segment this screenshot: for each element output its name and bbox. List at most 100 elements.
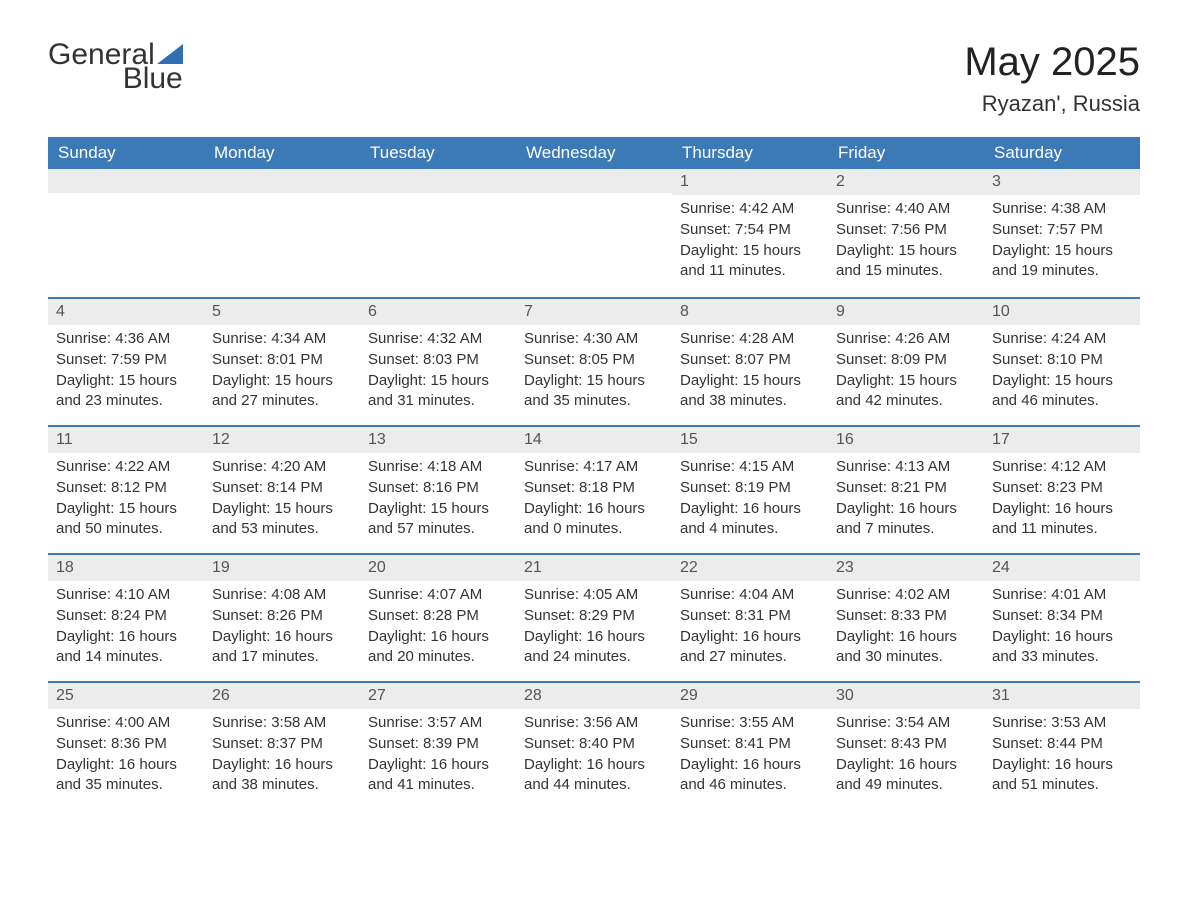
weekday-header: Wednesday: [516, 137, 672, 169]
daylight-line: Daylight: 16 hours and 35 minutes.: [56, 755, 196, 796]
day-details: Sunrise: 3:53 AMSunset: 8:44 PMDaylight:…: [984, 709, 1140, 807]
day-details: Sunrise: 4:40 AMSunset: 7:56 PMDaylight:…: [828, 195, 984, 293]
daylight-line: Daylight: 15 hours and 19 minutes.: [992, 241, 1132, 282]
header: General Blue May 2025 Ryazan', Russia: [48, 40, 1140, 117]
empty-cell: [204, 169, 360, 297]
sunrise-line: Sunrise: 4:30 AM: [524, 329, 664, 349]
day-cell: 22Sunrise: 4:04 AMSunset: 8:31 PMDayligh…: [672, 555, 828, 681]
day-cell: 29Sunrise: 3:55 AMSunset: 8:41 PMDayligh…: [672, 683, 828, 809]
sunset-line: Sunset: 8:14 PM: [212, 478, 352, 498]
weekday-header: Sunday: [48, 137, 204, 169]
day-details: Sunrise: 4:24 AMSunset: 8:10 PMDaylight:…: [984, 325, 1140, 423]
day-number: 9: [828, 299, 984, 325]
daylight-line: Daylight: 16 hours and 17 minutes.: [212, 627, 352, 668]
sunset-line: Sunset: 8:31 PM: [680, 606, 820, 626]
sunset-line: Sunset: 8:24 PM: [56, 606, 196, 626]
day-cell: 31Sunrise: 3:53 AMSunset: 8:44 PMDayligh…: [984, 683, 1140, 809]
sunset-line: Sunset: 8:10 PM: [992, 350, 1132, 370]
daylight-line: Daylight: 15 hours and 11 minutes.: [680, 241, 820, 282]
day-cell: 9Sunrise: 4:26 AMSunset: 8:09 PMDaylight…: [828, 299, 984, 425]
sunset-line: Sunset: 8:18 PM: [524, 478, 664, 498]
daylight-line: Daylight: 16 hours and 38 minutes.: [212, 755, 352, 796]
sunrise-line: Sunrise: 4:02 AM: [836, 585, 976, 605]
day-details: Sunrise: 4:08 AMSunset: 8:26 PMDaylight:…: [204, 581, 360, 679]
day-number: 5: [204, 299, 360, 325]
day-number: 18: [48, 555, 204, 581]
sunset-line: Sunset: 8:07 PM: [680, 350, 820, 370]
day-cell: 26Sunrise: 3:58 AMSunset: 8:37 PMDayligh…: [204, 683, 360, 809]
day-number: 28: [516, 683, 672, 709]
sunset-line: Sunset: 8:40 PM: [524, 734, 664, 754]
day-details: Sunrise: 4:18 AMSunset: 8:16 PMDaylight:…: [360, 453, 516, 551]
day-number: 3: [984, 169, 1140, 195]
day-number: 11: [48, 427, 204, 453]
day-cell: 3Sunrise: 4:38 AMSunset: 7:57 PMDaylight…: [984, 169, 1140, 297]
empty-cell: [48, 169, 204, 297]
day-details: Sunrise: 4:28 AMSunset: 8:07 PMDaylight:…: [672, 325, 828, 423]
sunset-line: Sunset: 8:16 PM: [368, 478, 508, 498]
day-details: Sunrise: 4:36 AMSunset: 7:59 PMDaylight:…: [48, 325, 204, 423]
day-cell: 15Sunrise: 4:15 AMSunset: 8:19 PMDayligh…: [672, 427, 828, 553]
daylight-line: Daylight: 16 hours and 14 minutes.: [56, 627, 196, 668]
week-row: 4Sunrise: 4:36 AMSunset: 7:59 PMDaylight…: [48, 297, 1140, 425]
day-number: 19: [204, 555, 360, 581]
weekday-header: Tuesday: [360, 137, 516, 169]
day-cell: 16Sunrise: 4:13 AMSunset: 8:21 PMDayligh…: [828, 427, 984, 553]
sunrise-line: Sunrise: 3:53 AM: [992, 713, 1132, 733]
day-details: Sunrise: 4:04 AMSunset: 8:31 PMDaylight:…: [672, 581, 828, 679]
day-number: [516, 169, 672, 193]
day-cell: 8Sunrise: 4:28 AMSunset: 8:07 PMDaylight…: [672, 299, 828, 425]
day-cell: 14Sunrise: 4:17 AMSunset: 8:18 PMDayligh…: [516, 427, 672, 553]
sunrise-line: Sunrise: 4:08 AM: [212, 585, 352, 605]
week-row: 18Sunrise: 4:10 AMSunset: 8:24 PMDayligh…: [48, 553, 1140, 681]
day-details: Sunrise: 3:54 AMSunset: 8:43 PMDaylight:…: [828, 709, 984, 807]
day-number: [360, 169, 516, 193]
daylight-line: Daylight: 16 hours and 11 minutes.: [992, 499, 1132, 540]
sunrise-line: Sunrise: 4:24 AM: [992, 329, 1132, 349]
sunset-line: Sunset: 8:34 PM: [992, 606, 1132, 626]
sunrise-line: Sunrise: 4:32 AM: [368, 329, 508, 349]
daylight-line: Daylight: 16 hours and 44 minutes.: [524, 755, 664, 796]
daylight-line: Daylight: 15 hours and 50 minutes.: [56, 499, 196, 540]
day-number: 13: [360, 427, 516, 453]
day-cell: 19Sunrise: 4:08 AMSunset: 8:26 PMDayligh…: [204, 555, 360, 681]
sunrise-line: Sunrise: 4:01 AM: [992, 585, 1132, 605]
sunset-line: Sunset: 8:43 PM: [836, 734, 976, 754]
day-details: Sunrise: 4:01 AMSunset: 8:34 PMDaylight:…: [984, 581, 1140, 679]
day-cell: 5Sunrise: 4:34 AMSunset: 8:01 PMDaylight…: [204, 299, 360, 425]
day-details: Sunrise: 4:17 AMSunset: 8:18 PMDaylight:…: [516, 453, 672, 551]
sunrise-line: Sunrise: 4:28 AM: [680, 329, 820, 349]
day-details: Sunrise: 3:58 AMSunset: 8:37 PMDaylight:…: [204, 709, 360, 807]
empty-cell: [360, 169, 516, 297]
day-number: 30: [828, 683, 984, 709]
sunrise-line: Sunrise: 4:38 AM: [992, 199, 1132, 219]
sunrise-line: Sunrise: 4:26 AM: [836, 329, 976, 349]
day-cell: 7Sunrise: 4:30 AMSunset: 8:05 PMDaylight…: [516, 299, 672, 425]
day-cell: 1Sunrise: 4:42 AMSunset: 7:54 PMDaylight…: [672, 169, 828, 297]
sunset-line: Sunset: 8:28 PM: [368, 606, 508, 626]
day-cell: 6Sunrise: 4:32 AMSunset: 8:03 PMDaylight…: [360, 299, 516, 425]
week-row: 11Sunrise: 4:22 AMSunset: 8:12 PMDayligh…: [48, 425, 1140, 553]
day-details: Sunrise: 4:42 AMSunset: 7:54 PMDaylight:…: [672, 195, 828, 293]
sunrise-line: Sunrise: 3:58 AM: [212, 713, 352, 733]
day-details: Sunrise: 4:20 AMSunset: 8:14 PMDaylight:…: [204, 453, 360, 551]
sunset-line: Sunset: 8:01 PM: [212, 350, 352, 370]
weekday-header-row: SundayMondayTuesdayWednesdayThursdayFrid…: [48, 137, 1140, 169]
daylight-line: Daylight: 15 hours and 35 minutes.: [524, 371, 664, 412]
day-number: 24: [984, 555, 1140, 581]
week-row: 25Sunrise: 4:00 AMSunset: 8:36 PMDayligh…: [48, 681, 1140, 809]
day-number: [48, 169, 204, 193]
daylight-line: Daylight: 16 hours and 30 minutes.: [836, 627, 976, 668]
sunrise-line: Sunrise: 4:15 AM: [680, 457, 820, 477]
sunset-line: Sunset: 8:29 PM: [524, 606, 664, 626]
sunrise-line: Sunrise: 4:34 AM: [212, 329, 352, 349]
daylight-line: Daylight: 15 hours and 31 minutes.: [368, 371, 508, 412]
daylight-line: Daylight: 15 hours and 23 minutes.: [56, 371, 196, 412]
daylight-line: Daylight: 16 hours and 41 minutes.: [368, 755, 508, 796]
day-cell: 11Sunrise: 4:22 AMSunset: 8:12 PMDayligh…: [48, 427, 204, 553]
daylight-line: Daylight: 16 hours and 51 minutes.: [992, 755, 1132, 796]
day-details: Sunrise: 4:32 AMSunset: 8:03 PMDaylight:…: [360, 325, 516, 423]
sunrise-line: Sunrise: 4:10 AM: [56, 585, 196, 605]
sunrise-line: Sunrise: 4:20 AM: [212, 457, 352, 477]
sunset-line: Sunset: 8:33 PM: [836, 606, 976, 626]
